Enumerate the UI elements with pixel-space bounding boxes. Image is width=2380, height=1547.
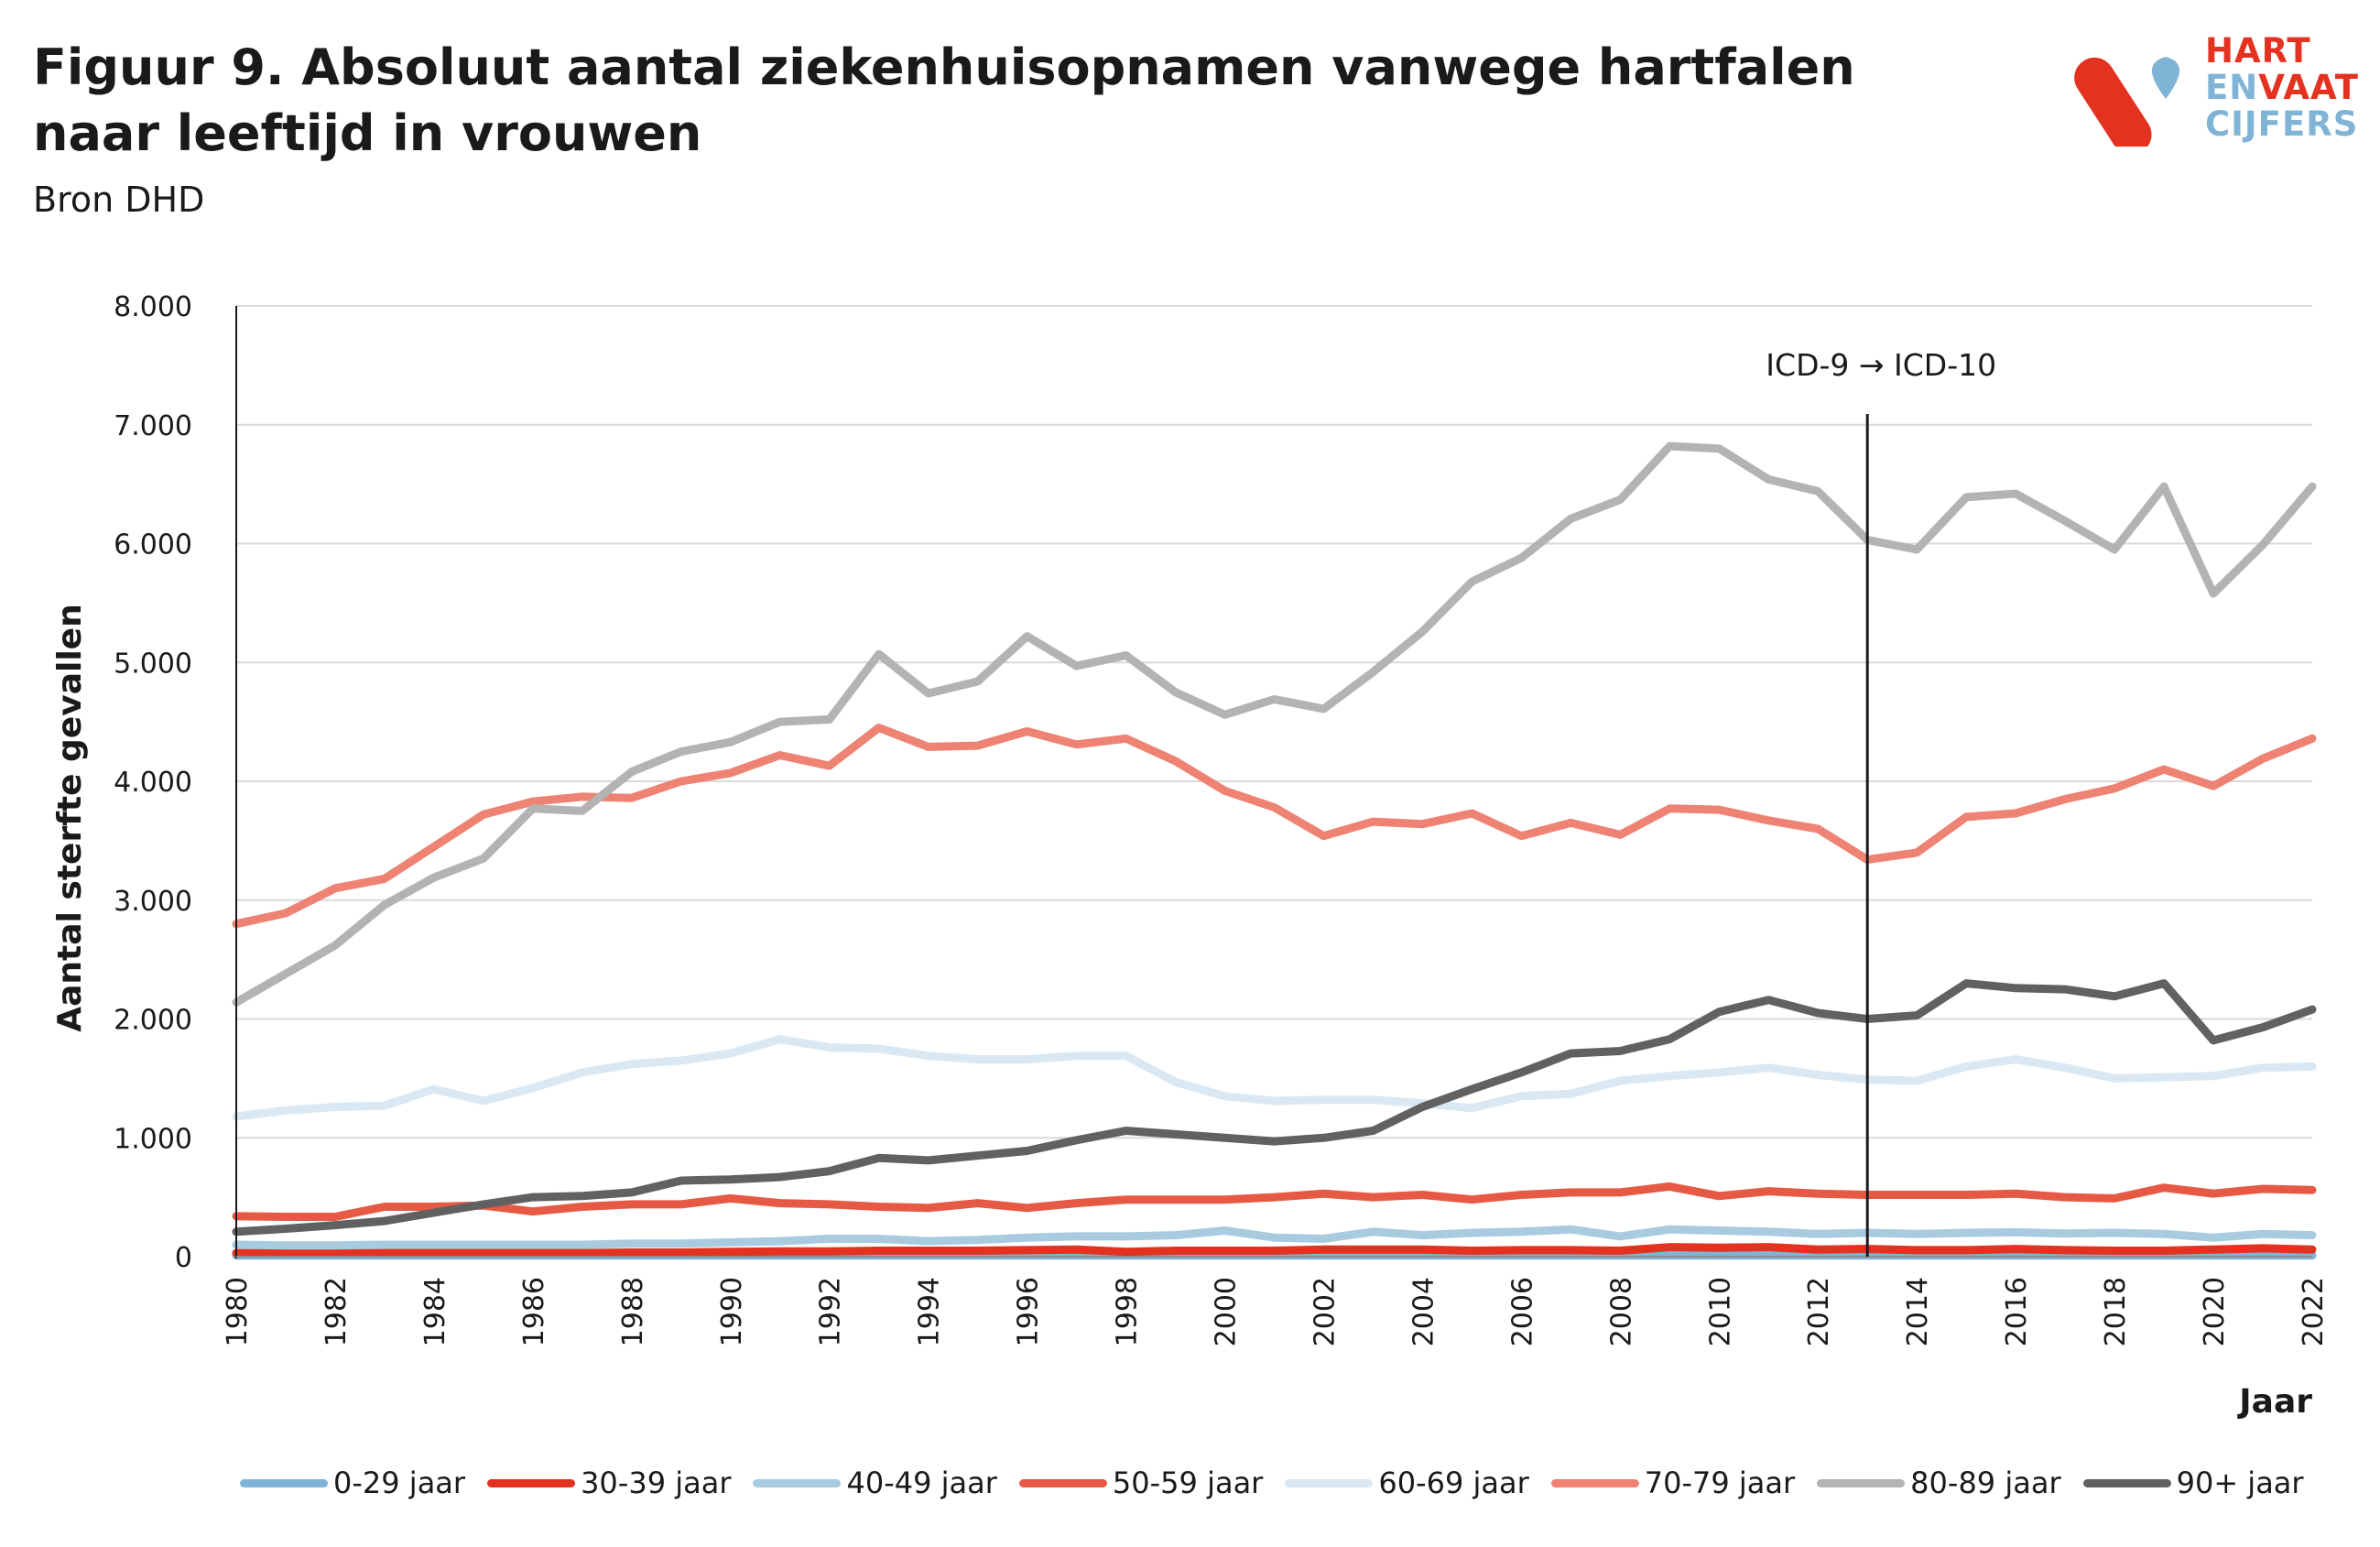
legend-item: 30-39 jaar (487, 1465, 731, 1500)
series-line-30-39-jaar (232, 1243, 2317, 1258)
x-tick-label: 2022 (2298, 1277, 2330, 1346)
x-tick-label: 1984 (419, 1277, 451, 1346)
y-tick-labels: 0 1.000 2.000 3.000 4.000 5.000 6.000 7.000 8.00… (114, 291, 192, 1274)
hartenvaatcijfers-logo (2074, 57, 2180, 147)
x-tick-label: 1990 (716, 1277, 748, 1346)
logo-wordmark: HART ENVAAT CIJFERS (2205, 33, 2359, 143)
icd-annotation: ICD-9 → ICD-10 (1766, 347, 1996, 1257)
series-line-90-jaar (232, 979, 2317, 1237)
x-tick-label: 2012 (1803, 1277, 1835, 1346)
x-tick-label: 2000 (1211, 1277, 1243, 1346)
logo-line-2: ENVAAT (2205, 70, 2359, 106)
x-tick-label: 2008 (1605, 1277, 1637, 1346)
legend-label: 60-69 jaar (1378, 1465, 1529, 1500)
x-tick-label: 2014 (1902, 1277, 1934, 1346)
chart-title: Figuur 9. Absoluut aantal ziekenhuisopna… (33, 38, 1855, 162)
y-tick-label: 6.000 (114, 529, 192, 561)
x-tick-label: 2010 (1704, 1277, 1736, 1346)
legend-item: 60-69 jaar (1285, 1465, 1529, 1500)
logo-line-3: CIJFERS (2205, 104, 2359, 144)
chart-subtitle: Bron DHD (33, 180, 205, 220)
legend-swatch (1817, 1478, 1906, 1487)
y-tick-label: 5.000 (114, 648, 192, 680)
x-tick-label: 2020 (2199, 1277, 2231, 1346)
y-tick-label: 3.000 (114, 886, 192, 918)
legend-swatch (1018, 1478, 1107, 1487)
x-tick-label: 2016 (2001, 1277, 2033, 1346)
logo-line-2b: VAAT (2258, 68, 2360, 107)
logo-blue-drop (2151, 57, 2180, 99)
x-tick-label: 2002 (1309, 1277, 1341, 1346)
x-tick-label: 1996 (1013, 1277, 1045, 1346)
series-lines (232, 441, 2317, 1260)
x-tick-label: 2004 (1407, 1277, 1440, 1346)
logo-line-1: HART (2205, 31, 2311, 71)
legend-item: 90+ jaar (2082, 1465, 2304, 1500)
x-tick-label: 1998 (1112, 1277, 1144, 1346)
x-axis-title: Jaar (2236, 1383, 2312, 1421)
logo-red-bar (2074, 57, 2152, 147)
legend-swatch (1550, 1478, 1639, 1487)
legend-swatch (2082, 1478, 2171, 1487)
x-tick-label: 2018 (2100, 1277, 2132, 1346)
y-axis-title: Aantal sterfte gevallen (51, 604, 89, 1031)
x-tick-label: 1988 (617, 1277, 649, 1346)
legend-item: 50-59 jaar (1018, 1465, 1264, 1500)
y-tick-label: 0 (175, 1242, 192, 1274)
x-tick-label: 1986 (518, 1277, 550, 1346)
x-tick-label: 1980 (222, 1277, 254, 1346)
legend-label: 0-29 jaar (333, 1465, 466, 1500)
legend-label: 50-59 jaar (1112, 1465, 1264, 1500)
y-tick-label: 2.000 (114, 1005, 192, 1037)
legend-swatch (1285, 1478, 1374, 1487)
legend: 0-29 jaar 30-39 jaar 40-49 jaar 50-59 jaar 6… (240, 1465, 2364, 1500)
legend-item: 0-29 jaar (240, 1465, 465, 1500)
axes (235, 306, 2312, 1258)
x-tick-label: 1992 (815, 1277, 847, 1346)
y-tick-label: 8.000 (114, 291, 192, 323)
series-line-60-69-jaar (232, 1035, 2317, 1121)
x-tick-label: 2006 (1506, 1277, 1538, 1346)
legend-item: 80-89 jaar (1817, 1465, 2061, 1500)
x-tick-labels: 1980 1982 1984 1986 1988 1990 1992 1994 1996 1998… (222, 1277, 2330, 1346)
y-tick-label: 4.000 (114, 767, 192, 799)
x-tick-label: 1982 (321, 1277, 353, 1346)
series-line-50-59-jaar (232, 1182, 2317, 1221)
legend-swatch (753, 1478, 842, 1487)
icd-annotation-label: ICD-9 → ICD-10 (1766, 347, 1996, 383)
series-line-40-49-jaar (232, 1225, 2317, 1250)
legend-item: 70-79 jaar (1550, 1465, 1796, 1500)
y-tick-label: 1.000 (114, 1123, 192, 1155)
y-tick-label: 7.000 (114, 410, 192, 442)
x-tick-label: 1994 (914, 1277, 946, 1346)
legend-swatch (487, 1478, 576, 1487)
legend-label: 90+ jaar (2176, 1465, 2304, 1500)
legend-label: 70-79 jaar (1644, 1465, 1796, 1500)
series-line-80-89-jaar (232, 441, 2317, 1007)
legend-swatch (240, 1478, 328, 1487)
series-line-70-79-jaar (232, 724, 2317, 929)
legend-label: 40-49 jaar (846, 1465, 997, 1500)
legend-label: 30-39 jaar (581, 1465, 732, 1500)
grid-lines (236, 305, 2312, 1139)
logo-line-2a: EN (2205, 68, 2259, 107)
legend-label: 80-89 jaar (1910, 1465, 2061, 1500)
legend-item: 40-49 jaar (753, 1465, 997, 1500)
line-chart: 0 1.000 2.000 3.000 4.000 5.000 6.000 7.000 8.00… (51, 291, 2330, 1421)
